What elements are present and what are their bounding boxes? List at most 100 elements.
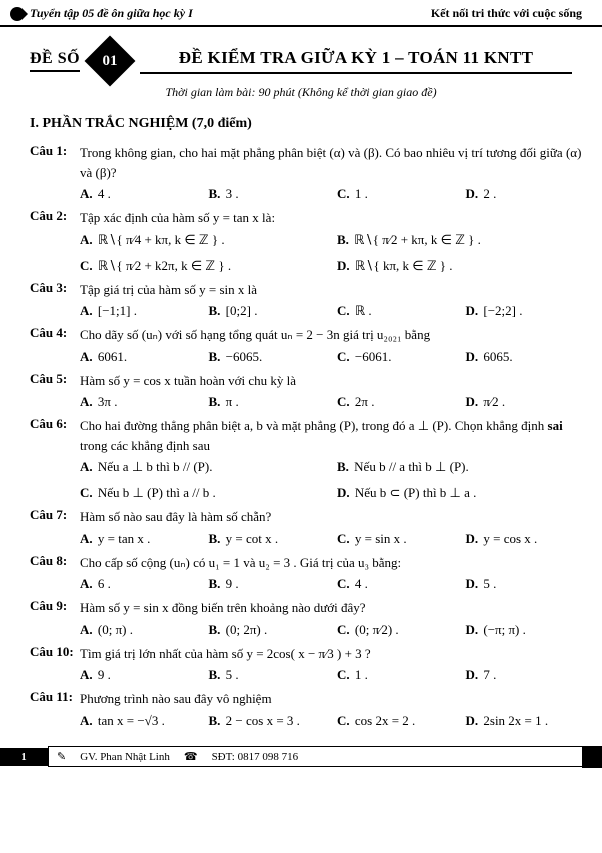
- header-left-text: Tuyển tập 05 đề ôn giữa học kỳ I: [30, 6, 193, 21]
- option-key: C.: [337, 667, 352, 682]
- option-value: 3π .: [95, 394, 118, 409]
- question-row: Câu 10:Tìm giá trị lớn nhất của hàm số y…: [0, 641, 602, 687]
- option: A. 6 .: [80, 576, 199, 592]
- question-text: Tập giá trị của hàm số y = sin x là: [80, 280, 584, 300]
- question-label: Câu 8:: [30, 553, 80, 595]
- option: D. 2 .: [466, 186, 585, 202]
- option-value: 4 .: [352, 576, 368, 591]
- footer-phone: SĐT: 0817 098 716: [212, 751, 299, 763]
- option-key: A.: [80, 303, 95, 318]
- option-key: C.: [337, 394, 352, 409]
- option: C. 4 .: [337, 576, 456, 592]
- option-value: y = cot x .: [222, 531, 278, 546]
- page-number: 1: [0, 748, 48, 766]
- options: A. y = tan x .B. y = cot x .C. y = sin x…: [80, 527, 584, 549]
- title-row: ĐỀ SỐ 01 ĐỀ KIỂM TRA GIỮA KỲ 1 – TOÁN 11…: [0, 27, 602, 83]
- option-key: A.: [80, 667, 95, 682]
- option-value: 9 .: [95, 667, 111, 682]
- question-label: Câu 5:: [30, 371, 80, 413]
- option-key: A.: [80, 394, 95, 409]
- option-value: 9 .: [222, 576, 238, 591]
- option-key: C.: [337, 186, 352, 201]
- question-text: Phương trình nào sau đây vô nghiệm: [80, 689, 584, 709]
- option-key: D.: [466, 622, 481, 637]
- option-value: y = sin x .: [352, 531, 407, 546]
- option-key: C.: [337, 531, 352, 546]
- option-value: (0; π⁄2) .: [352, 622, 399, 637]
- question-body: Tập xác định của hàm số y = tan x là:A. …: [80, 208, 584, 276]
- option: B. (0; 2π) .: [209, 622, 328, 638]
- question-row: Câu 7:Hàm số nào sau đây là hàm số chẵn?…: [0, 504, 602, 550]
- question-label: Câu 6:: [30, 416, 80, 503]
- option-key: C.: [80, 485, 95, 500]
- options: A. ℝ∖{ π⁄4 + kπ, k ∈ ℤ } . B. ℝ∖{ π⁄2 + k…: [80, 228, 584, 276]
- option-value: 1 .: [352, 186, 368, 201]
- question-label: Câu 1:: [30, 143, 80, 204]
- option: C. 1 .: [337, 186, 456, 202]
- option-key: C.: [337, 622, 352, 637]
- option-key: C.: [337, 349, 352, 364]
- question-text: Cho cấp số cộng (uₙ) có u₁ = 1 và u₂ = 3…: [80, 553, 584, 573]
- option: D. 2sin 2x = 1 .: [466, 713, 585, 729]
- option-value: 2 .: [480, 186, 496, 201]
- options: A. 9 .B. 5 .C. 1 .D. 7 .: [80, 663, 584, 685]
- option-value: Nếu b // a thì b ⊥ (P).: [351, 459, 469, 474]
- option-value: [−1;1] .: [95, 303, 137, 318]
- options: A. 3π .B. π .C. 2π .D. π⁄2 .: [80, 390, 584, 412]
- questions-list: Câu 1:Trong không gian, cho hai mặt phẳn…: [0, 140, 602, 732]
- option-key: A.: [80, 713, 95, 728]
- option-key: B.: [209, 303, 223, 318]
- question-label: Câu 11:: [30, 689, 80, 731]
- question-text: Tập xác định của hàm số y = tan x là:: [80, 208, 584, 228]
- option-key: B.: [209, 576, 223, 591]
- question-text: Hàm số y = cos x tuần hoàn với chu kỳ là: [80, 371, 584, 391]
- option: C. Nếu b ⊥ (P) thì a // b .: [80, 485, 327, 501]
- option: B. 3 .: [209, 186, 328, 202]
- footer-text: ✎ GV. Phan Nhật Linh ☎ SĐT: 0817 098 716: [48, 746, 582, 767]
- option-value: 2sin 2x = 1 .: [480, 713, 548, 728]
- question-body: Cho dãy số (uₙ) với số hạng tổng quát uₙ…: [80, 325, 584, 367]
- option-value: tan x = −√3 .: [95, 713, 165, 728]
- option: C. ℝ .: [337, 303, 456, 319]
- phone-icon: ☎: [184, 750, 198, 763]
- option-key: C.: [337, 713, 352, 728]
- option-key: B.: [209, 667, 223, 682]
- option-value: 6061.: [95, 349, 128, 364]
- option: A. ℝ∖{ π⁄4 + kπ, k ∈ ℤ } .: [80, 232, 327, 248]
- option: C. 1 .: [337, 667, 456, 683]
- option-value: ℝ∖{ π⁄4 + kπ, k ∈ ℤ } .: [95, 232, 225, 247]
- question-row: Câu 8:Cho cấp số cộng (uₙ) có u₁ = 1 và …: [0, 550, 602, 596]
- option: B. ℝ∖{ π⁄2 + kπ, k ∈ ℤ } .: [337, 232, 584, 248]
- option-key: D.: [466, 531, 481, 546]
- option-value: 6 .: [95, 576, 111, 591]
- deso-number: 01: [103, 53, 118, 70]
- option-value: Nếu b ⊂ (P) thì b ⊥ a .: [352, 485, 477, 500]
- option-value: ℝ∖{ π⁄2 + k2π, k ∈ ℤ } .: [95, 258, 231, 273]
- section-1-heading: I. PHẦN TRẮC NGHIỆM (7,0 điểm): [0, 112, 602, 140]
- option-value: ℝ∖{ kπ, k ∈ ℤ } .: [352, 258, 453, 273]
- option-value: y = cos x .: [480, 531, 537, 546]
- option-key: B.: [209, 394, 223, 409]
- options: A. 6 .B. 9 .C. 4 .D. 5 .: [80, 572, 584, 594]
- option: A. (0; π) .: [80, 622, 199, 638]
- option-key: D.: [337, 485, 352, 500]
- question-body: Hàm số y = cos x tuần hoàn với chu kỳ là…: [80, 371, 584, 413]
- option-key: A.: [80, 459, 95, 474]
- option: C. 2π .: [337, 394, 456, 410]
- question-body: Phương trình nào sau đây vô nghiệm A. tan…: [80, 689, 584, 731]
- option-key: D.: [466, 394, 481, 409]
- question-label: Câu 3:: [30, 280, 80, 322]
- header-bar: Tuyển tập 05 đề ôn giữa học kỳ I Kết nối…: [0, 0, 602, 27]
- option: C. ℝ∖{ π⁄2 + k2π, k ∈ ℤ } .: [80, 258, 327, 274]
- question-row: Câu 6:Cho hai đường thẳng phân biệt a, b…: [0, 413, 602, 504]
- question-text: Cho hai đường thẳng phân biệt a, b và mặ…: [80, 416, 584, 455]
- options: A. (0; π) . B. (0; 2π) . C. (0; π⁄2) . D. (…: [80, 618, 584, 640]
- deso-label: ĐỀ SỐ: [30, 50, 80, 72]
- option: C. cos 2x = 2 .: [337, 713, 456, 729]
- option-value: (0; 2π) .: [222, 622, 267, 637]
- option-key: D.: [337, 258, 352, 273]
- option-key: A.: [80, 186, 95, 201]
- option: D. Nếu b ⊂ (P) thì b ⊥ a .: [337, 485, 584, 501]
- option: A. y = tan x .: [80, 531, 199, 547]
- option-key: A.: [80, 622, 95, 637]
